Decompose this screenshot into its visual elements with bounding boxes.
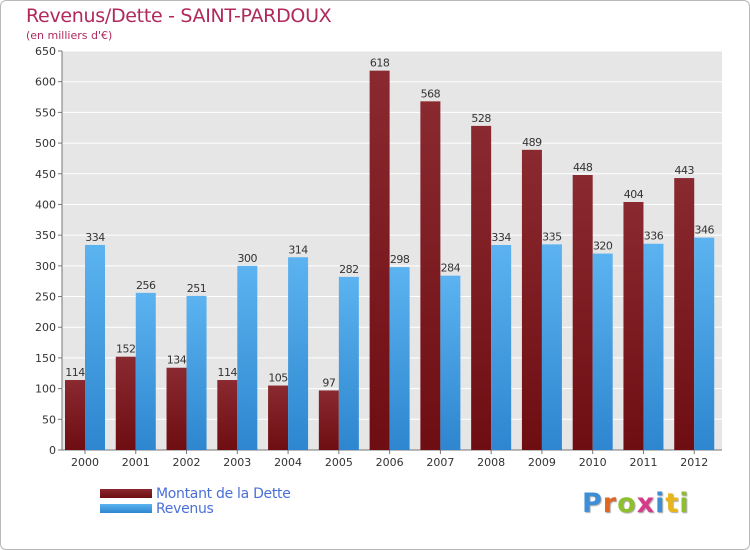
bar-revenus <box>85 244 105 450</box>
data-label-revenus: 334 <box>85 231 105 244</box>
y-tick-label: 650 <box>35 45 56 58</box>
data-label-dette: 618 <box>370 57 390 70</box>
proxiti-logo: Proxiti <box>582 488 690 519</box>
data-label-dette: 97 <box>322 376 335 389</box>
x-tick-label: 2007 <box>426 456 454 469</box>
data-label-dette: 134 <box>167 354 187 367</box>
y-tick-label: 100 <box>35 383 56 396</box>
bar-revenus <box>288 257 309 450</box>
y-tick-label: 0 <box>49 444 56 457</box>
data-label-dette: 114 <box>65 366 85 379</box>
data-label-revenus: 256 <box>136 279 156 292</box>
bar-dette <box>65 380 85 450</box>
y-tick-label: 450 <box>35 168 56 181</box>
legend-item-revenus: Revenus <box>100 500 291 517</box>
data-label-dette: 404 <box>624 188 644 201</box>
data-label-dette: 448 <box>573 161 593 174</box>
data-label-dette: 568 <box>421 87 441 100</box>
data-label-revenus: 314 <box>288 243 308 256</box>
bar-revenus <box>186 295 207 450</box>
legend-item-dette: Montant de la Dette <box>100 485 291 502</box>
bar-dette <box>217 380 238 450</box>
y-tick-label: 550 <box>35 106 56 119</box>
bar-revenus <box>592 253 613 450</box>
bar-revenus <box>694 237 715 450</box>
bar-dette <box>369 70 390 451</box>
x-tick-label: 2012 <box>680 456 708 469</box>
bar-dette <box>166 367 187 450</box>
data-label-dette: 528 <box>471 112 491 125</box>
bar-dette <box>268 385 289 450</box>
bar-dette <box>420 101 441 450</box>
legend: Montant de la Dette Revenus <box>100 485 291 517</box>
x-tick-label: 2004 <box>274 456 302 469</box>
legend-label-dette: Montant de la Dette <box>156 485 291 502</box>
logo-letter: t <box>665 488 680 519</box>
chart-title: Revenus/Dette - SAINT-PARDOUX <box>26 5 332 27</box>
data-label-revenus: 284 <box>441 262 461 275</box>
bar-dette <box>521 149 542 450</box>
data-label-dette: 443 <box>674 164 694 177</box>
bar-revenus <box>338 276 359 450</box>
x-tick-label: 2001 <box>122 456 150 469</box>
data-label-dette: 152 <box>116 343 136 356</box>
data-label-dette: 105 <box>268 372 288 385</box>
logo-letter: i <box>655 488 666 519</box>
y-tick-label: 400 <box>35 198 56 211</box>
y-tick-label: 500 <box>35 137 56 150</box>
bar-dette <box>623 202 644 450</box>
y-tick-label: 350 <box>35 229 56 242</box>
x-tick-label: 2011 <box>629 456 657 469</box>
x-tick-label: 2005 <box>325 456 353 469</box>
data-label-revenus: 282 <box>339 263 359 276</box>
data-label-dette: 114 <box>218 366 238 379</box>
y-tick-label: 150 <box>35 352 56 365</box>
bar-revenus <box>541 244 562 450</box>
data-label-revenus: 251 <box>187 282 207 295</box>
bar-dette <box>674 178 695 450</box>
y-tick-label: 200 <box>35 321 56 334</box>
data-label-revenus: 335 <box>542 230 562 243</box>
y-tick-label: 300 <box>35 260 56 273</box>
bar-revenus <box>389 267 410 450</box>
data-label-revenus: 336 <box>644 230 664 243</box>
x-tick-label: 2002 <box>173 456 201 469</box>
data-label-revenus: 300 <box>238 252 258 265</box>
x-tick-label: 2000 <box>71 456 99 469</box>
x-tick-label: 2008 <box>477 456 505 469</box>
bar-revenus <box>237 265 258 450</box>
x-tick-label: 2010 <box>579 456 607 469</box>
x-tick-label: 2009 <box>528 456 556 469</box>
y-tick-label: 600 <box>35 76 56 89</box>
bar-dette <box>318 390 339 450</box>
y-tick-label: 250 <box>35 291 56 304</box>
x-tick-label: 2003 <box>223 456 251 469</box>
data-label-revenus: 346 <box>694 224 714 237</box>
logo-letter: r <box>602 488 618 519</box>
bar-revenus <box>135 292 156 450</box>
data-label-dette: 489 <box>522 136 542 149</box>
legend-swatch-revenus <box>100 504 152 513</box>
bar-revenus <box>491 244 512 450</box>
bar-dette <box>115 356 136 450</box>
bar-dette <box>471 125 492 451</box>
x-tick-label: 2006 <box>376 456 404 469</box>
bar-dette <box>572 174 593 450</box>
bar-revenus <box>440 275 461 450</box>
data-label-revenus: 334 <box>491 231 511 244</box>
y-tick-label: 50 <box>42 413 56 426</box>
data-label-revenus: 320 <box>593 240 613 253</box>
legend-swatch-dette <box>100 489 152 498</box>
logo-letter: P <box>582 488 603 519</box>
logo-letter: i <box>679 488 690 519</box>
legend-label-revenus: Revenus <box>156 500 214 517</box>
data-label-revenus: 298 <box>390 253 410 266</box>
logo-letter: o <box>617 488 637 519</box>
logo-letter: x <box>636 488 656 519</box>
bar-revenus <box>643 243 664 450</box>
chart-subtitle: (en milliers d'€) <box>26 29 113 42</box>
